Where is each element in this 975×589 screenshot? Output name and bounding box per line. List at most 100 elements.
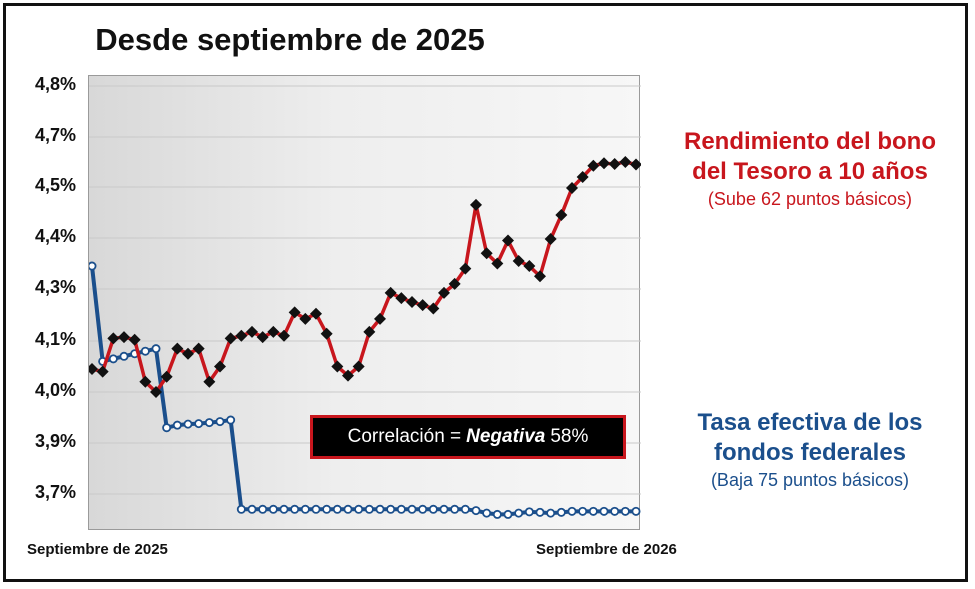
bond-yield-point	[342, 369, 354, 382]
bond-yield-point	[448, 277, 461, 290]
bond-yield-point	[256, 331, 269, 344]
bond-yield-point	[384, 286, 397, 299]
fed-funds-point	[364, 504, 374, 514]
fed-funds-point	[258, 504, 268, 514]
fed-funds-point	[610, 506, 620, 516]
y-tick-label: 4,7%	[34, 125, 76, 145]
fed-funds-point	[471, 506, 481, 516]
fed-funds-point	[119, 351, 129, 361]
fed-funds-point	[375, 504, 385, 514]
bond-yield-point	[374, 312, 386, 325]
fed-funds-point	[247, 504, 257, 514]
fed-funds-point	[215, 417, 225, 427]
fed-funds-point	[428, 504, 438, 514]
bond-yield-point	[224, 332, 237, 345]
correlation-prefix: Correlación =	[347, 426, 462, 447]
bond-yield-point	[587, 159, 600, 172]
legend-bond-line2: del Tesoro a 10 años	[692, 158, 928, 185]
fed-funds-point	[514, 508, 524, 518]
fed-funds-point	[418, 504, 428, 514]
fed-funds-point	[279, 504, 289, 514]
bond-yield-point	[331, 360, 344, 373]
fed-funds-point	[439, 504, 449, 514]
bond-yield-point	[96, 365, 109, 378]
bond-yield-point	[491, 257, 504, 270]
bond-yield-point	[299, 312, 312, 325]
fed-funds-point	[620, 506, 630, 516]
fed-funds-point	[162, 423, 172, 433]
fed-funds-point	[354, 504, 364, 514]
fed-funds-point	[204, 418, 214, 428]
legend-bond-sub: (Sube 62 puntos básicos)	[707, 189, 913, 209]
correlation-value: 58%	[550, 426, 589, 447]
fed-funds-point	[460, 504, 470, 514]
legend-fed-line1: Tasa efectiva de los	[697, 409, 923, 436]
legend-fed-line2: fondos federales	[713, 439, 907, 466]
fed-funds-line	[90, 265, 636, 517]
fed-funds-point	[631, 506, 641, 516]
y-tick-label: 3,7%	[34, 482, 76, 502]
bond-yield-point	[246, 325, 258, 338]
bond-yield-point	[310, 307, 322, 320]
fed-funds-point	[151, 344, 161, 354]
bond-yield-point	[512, 254, 525, 267]
fed-funds-point	[407, 504, 417, 514]
bond-yield-point	[619, 156, 632, 168]
fed-funds-point	[300, 504, 310, 514]
bond-yield-point	[438, 286, 450, 299]
fed-funds-point	[108, 354, 118, 364]
fed-funds-point	[524, 507, 534, 517]
bond-yield-point	[118, 331, 130, 344]
bond-yield-point	[576, 171, 589, 183]
y-tick-label: 4,0%	[34, 380, 76, 400]
bond-yield-point	[288, 306, 301, 319]
fed-funds-point	[172, 420, 182, 430]
fed-funds-point	[183, 419, 193, 429]
x-label-end: Septiembre de 2026	[536, 541, 677, 558]
bond-yield-point	[182, 347, 194, 360]
fed-funds-point	[268, 504, 278, 514]
bond-yield-point	[416, 299, 429, 312]
fed-funds-point	[89, 261, 97, 271]
fed-funds-point	[322, 504, 332, 514]
fed-funds-point	[546, 508, 556, 518]
bond-yield-point	[534, 270, 546, 283]
x-label-start: Septiembre de 2025	[27, 541, 168, 558]
fed-funds-point	[396, 504, 406, 514]
fed-funds-point	[567, 506, 577, 516]
y-tick-label: 4,8%	[34, 74, 76, 94]
bond-yield-point	[395, 292, 408, 305]
legend-fed-sub: (Baja 75 puntos básicos)	[710, 470, 910, 490]
y-tick-label: 4,5%	[34, 175, 76, 195]
fed-funds-point	[311, 504, 321, 514]
bond-yield-point	[278, 329, 290, 342]
fed-funds-point	[492, 509, 502, 519]
bond-yield-point	[470, 198, 482, 211]
fed-funds-point	[343, 504, 353, 514]
bond-yield-point	[107, 332, 120, 345]
bond-yield-point	[363, 325, 376, 338]
bond-yield-point	[320, 327, 333, 340]
bond-yield-line	[91, 160, 637, 394]
chart-canvas	[89, 85, 641, 519]
bond-yield-point	[459, 262, 472, 275]
fed-funds-point	[588, 506, 598, 516]
legend-fed-funds: Tasa efectiva de los fondos federales (B…	[650, 408, 970, 492]
plot-area	[88, 75, 641, 530]
fed-funds-point	[194, 419, 204, 429]
bond-yield-point	[267, 325, 280, 338]
y-tick-label: 4,3%	[34, 277, 76, 297]
fed-funds-point	[236, 504, 246, 514]
bond-yield-point	[427, 302, 440, 315]
bond-yield-point	[544, 233, 557, 246]
fed-funds-point	[226, 415, 236, 425]
bond-yield-point	[89, 363, 98, 376]
bond-yield-point	[608, 158, 621, 170]
fed-funds-point	[332, 504, 342, 514]
fed-funds-point	[140, 346, 150, 356]
bond-yield-point	[630, 158, 641, 171]
chart-title: Desde septiembre de 2025	[95, 22, 485, 57]
fed-funds-point	[386, 504, 396, 514]
bond-yield-point	[502, 234, 514, 247]
bond-yield-point	[171, 342, 184, 355]
